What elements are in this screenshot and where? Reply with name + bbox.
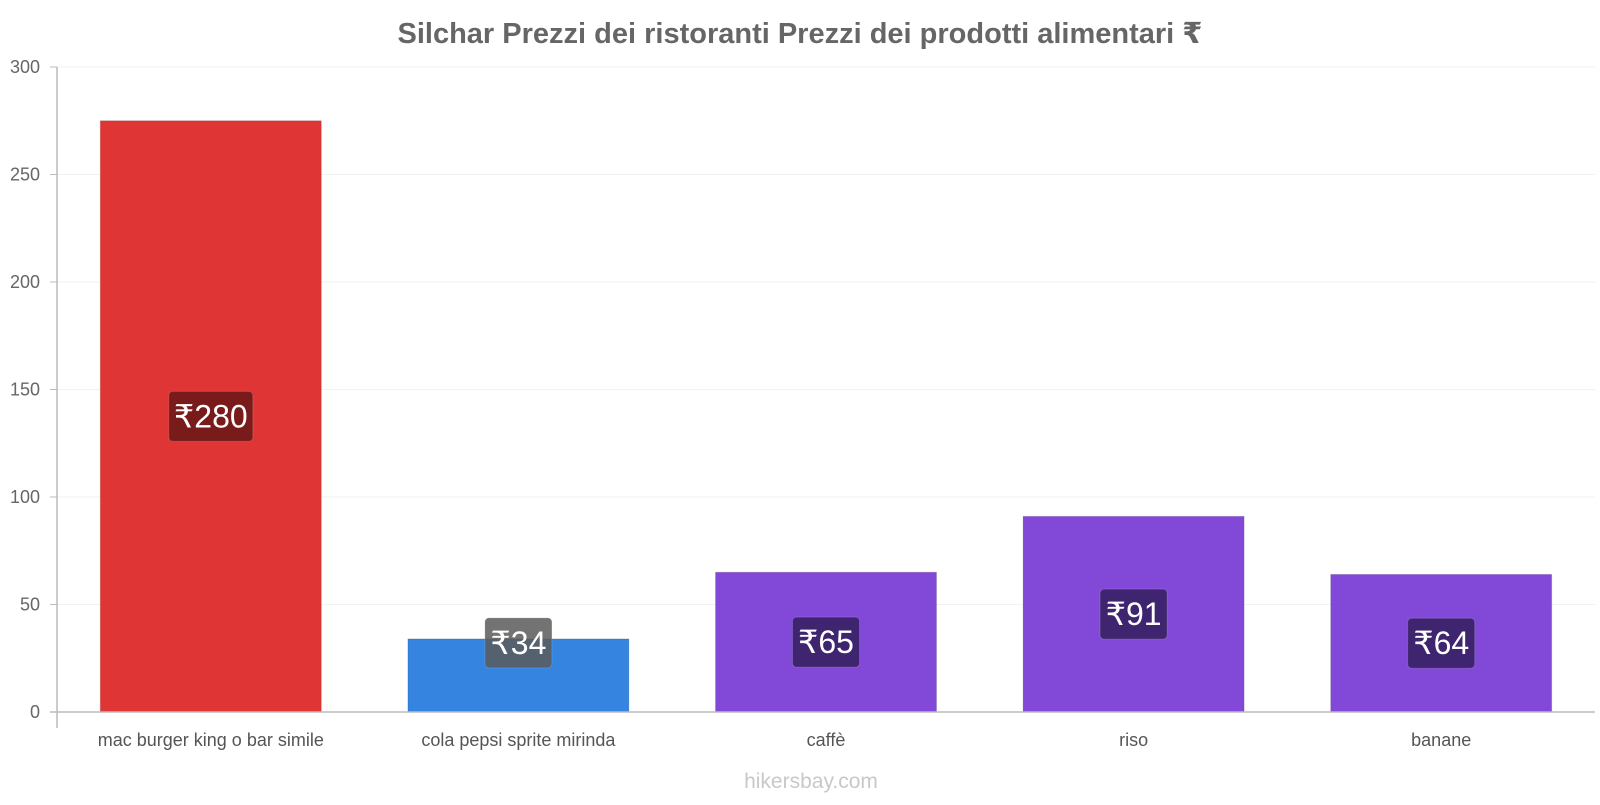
y-tick-label: 200 xyxy=(10,272,40,292)
y-tick-label: 0 xyxy=(30,702,40,722)
chart-title: Silchar Prezzi dei ristoranti Prezzi dei… xyxy=(398,18,1203,50)
data-label-text: ₹34 xyxy=(490,625,546,661)
bar-chart-svg: Silchar Prezzi dei ristoranti Prezzi dei… xyxy=(0,0,1600,800)
data-labels: ₹280 ₹34 ₹65 ₹91 ₹64 xyxy=(169,391,1475,668)
data-label-text: ₹91 xyxy=(1106,596,1162,632)
x-tick-label: caffè xyxy=(807,730,846,750)
x-tick-label: riso xyxy=(1119,730,1148,750)
y-tick-label: 150 xyxy=(10,380,40,400)
data-label-text: ₹280 xyxy=(174,398,248,434)
data-label: ₹280 xyxy=(169,391,253,441)
data-label: ₹65 xyxy=(793,617,860,667)
data-label-text: ₹65 xyxy=(798,624,854,660)
x-tick-label: banane xyxy=(1411,730,1471,750)
x-tick-label: mac burger king o bar simile xyxy=(98,730,324,750)
data-label-text: ₹64 xyxy=(1413,625,1469,661)
data-label: ₹64 xyxy=(1408,618,1475,668)
y-tick-label: 50 xyxy=(20,595,40,615)
y-axis-tick-labels: 0 50 100 150 200 250 300 xyxy=(10,57,40,722)
data-label: ₹34 xyxy=(485,618,552,668)
x-axis-tick-labels: mac burger king o bar simile cola pepsi s… xyxy=(98,730,1471,750)
chart: Silchar Prezzi dei ristoranti Prezzi dei… xyxy=(0,0,1600,800)
watermark: hikersbay.com xyxy=(744,770,878,793)
y-tick-label: 250 xyxy=(10,165,40,185)
data-label: ₹91 xyxy=(1100,589,1167,639)
y-tick-label: 300 xyxy=(10,57,40,77)
x-tick-label: cola pepsi sprite mirinda xyxy=(421,730,616,750)
y-tick-label: 100 xyxy=(10,487,40,507)
